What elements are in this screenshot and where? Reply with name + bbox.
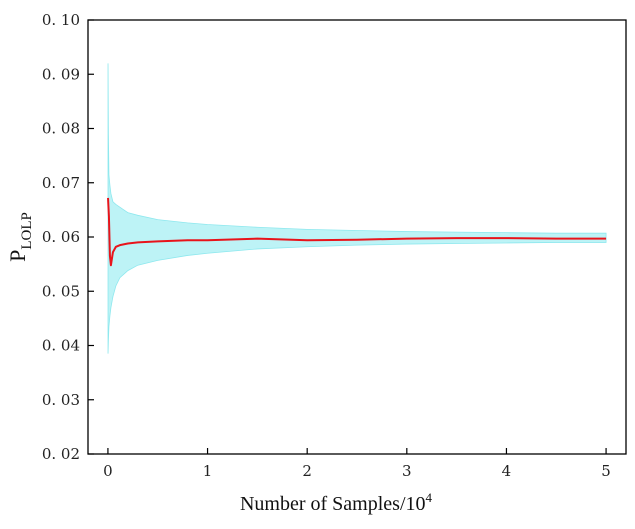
x-tick-label: 2 (302, 462, 312, 480)
x-tick-label: 1 (203, 462, 213, 480)
mean-line (107, 197, 607, 267)
y-tick-label: 0. 07 (42, 174, 80, 192)
x-tick-label: 3 (402, 462, 412, 480)
y-tick-label: 0. 04 (42, 337, 80, 355)
y-axis-title: PLOLP (5, 212, 35, 262)
x-axis-ticks: 0 1 2 3 4 5 (103, 448, 611, 480)
mean-series (107, 197, 607, 267)
x-tick-label: 4 (502, 462, 512, 480)
y-tick-label: 0. 05 (42, 282, 80, 300)
y-tick-label: 0. 06 (42, 228, 80, 246)
x-tick-label: 5 (601, 462, 611, 480)
y-tick-label: 0. 02 (42, 445, 80, 463)
confidence-band-area (107, 63, 607, 354)
y-tick-label: 0. 10 (42, 11, 80, 29)
y-axis-ticks: 0. 02 0. 03 0. 04 0. 05 0. 06 0. 07 0. 08 0. 09… (42, 11, 94, 463)
y-tick-label: 0. 09 (42, 65, 80, 83)
y-tick-label: 0. 08 (42, 120, 80, 138)
y-tick-label: 0. 03 (42, 391, 80, 409)
plot-frame (87, 19, 627, 455)
x-axis-title: Number of Samples/104 (240, 490, 433, 515)
confidence-band (107, 63, 607, 354)
x-tick-label: 0 (103, 462, 113, 480)
